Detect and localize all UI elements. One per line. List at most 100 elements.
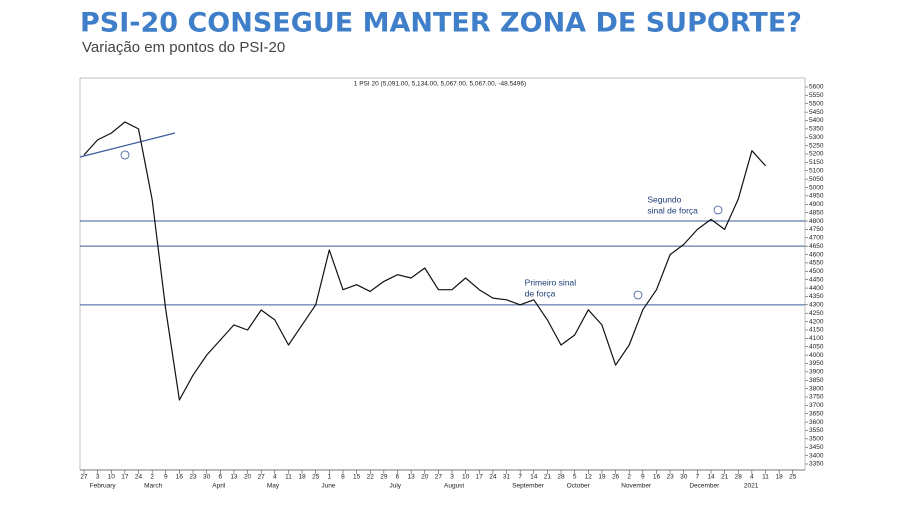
- x-tick-label: 27: [258, 474, 266, 481]
- x-tick-label: 18: [776, 474, 784, 481]
- month-label: November: [621, 483, 652, 490]
- y-tick-label: 3700: [809, 402, 824, 409]
- x-tick-label: 1: [328, 474, 332, 481]
- y-tick-label: 5200: [809, 151, 824, 158]
- smile-icon: [713, 205, 723, 215]
- x-tick-label: 21: [544, 474, 552, 481]
- x-tick-label: 19: [598, 474, 606, 481]
- x-tick-label: 20: [421, 474, 429, 481]
- x-tick-label: 5: [573, 474, 577, 481]
- x-tick-label: 20: [244, 474, 252, 481]
- x-tick-label: 3: [96, 474, 100, 481]
- y-tick-label: 5450: [809, 109, 824, 116]
- x-tick-label: 11: [285, 474, 292, 481]
- x-tick-label: 6: [218, 474, 222, 481]
- y-tick-label: 3500: [809, 436, 824, 443]
- month-label: March: [144, 483, 162, 490]
- x-tick-label: 14: [707, 474, 715, 481]
- x-tick-label: 14: [530, 474, 538, 481]
- y-tick-label: 4700: [809, 235, 824, 242]
- y-tick-label: 5500: [809, 100, 824, 107]
- x-tick-label: 17: [476, 474, 484, 481]
- y-tick-label: 4550: [809, 260, 824, 267]
- month-label: 2021: [744, 483, 759, 490]
- x-tick-label: 7: [518, 474, 522, 481]
- y-tick-label: 3450: [809, 444, 824, 451]
- x-tick-label: 6: [396, 474, 400, 481]
- annotation: Segundo: [647, 194, 681, 204]
- frown-icon: [120, 150, 130, 160]
- x-tick-label: 21: [721, 474, 729, 481]
- y-tick-label: 4400: [809, 285, 824, 292]
- y-tick-label: 5150: [809, 159, 824, 166]
- plot-frame: [79, 77, 806, 471]
- y-tick-label: 4100: [809, 335, 824, 342]
- x-tick-label: 23: [189, 474, 197, 481]
- y-tick-label: 4050: [809, 343, 824, 350]
- chart-header: 1 PSI 20 (5,091.00, 5,134.00, 5,067.00, …: [354, 81, 526, 88]
- x-tick-label: 13: [408, 474, 416, 481]
- x-tick-label: 23: [666, 474, 674, 481]
- y-tick-label: 4600: [809, 251, 824, 258]
- y-tick-label: 5250: [809, 142, 824, 149]
- x-tick-label: 17: [121, 474, 129, 481]
- x-tick-label: 24: [489, 474, 497, 481]
- y-tick-label: 4950: [809, 193, 824, 200]
- y-tick-label: 5600: [809, 84, 824, 91]
- x-tick-label: 7: [696, 474, 700, 481]
- month-label: September: [512, 483, 545, 490]
- month-label: February: [90, 483, 117, 490]
- month-label: August: [444, 483, 464, 490]
- trendline: [79, 132, 176, 158]
- y-tick-label: 4800: [809, 218, 824, 225]
- chart-subtitle: Variação em pontos do PSI-20: [82, 39, 285, 56]
- y-tick-label: 3550: [809, 427, 824, 434]
- y-tick-label: 5300: [809, 134, 824, 141]
- month-label: April: [212, 483, 226, 490]
- y-tick-label: 3650: [809, 410, 824, 417]
- x-tick-label: 13: [230, 474, 238, 481]
- y-tick-label: 3900: [809, 369, 824, 376]
- x-tick-label: 26: [612, 474, 620, 481]
- x-tick-label: 4: [750, 474, 754, 481]
- x-tick-label: 28: [735, 474, 743, 481]
- smile-icon: [633, 290, 643, 300]
- month-label: July: [389, 483, 401, 490]
- y-tick-label: 4650: [809, 243, 824, 250]
- y-tick-label: 4150: [809, 327, 824, 334]
- x-tick-label: 3: [450, 474, 454, 481]
- y-tick-label: 5400: [809, 117, 824, 124]
- price-line: [83, 121, 766, 401]
- x-tick-label: 18: [298, 474, 306, 481]
- x-tick-label: 27: [435, 474, 443, 481]
- month-label: June: [321, 483, 335, 490]
- x-tick-label: 22: [367, 474, 375, 481]
- x-tick-label: 15: [353, 474, 361, 481]
- month-label: May: [267, 483, 280, 490]
- x-tick-label: 25: [312, 474, 320, 481]
- x-tick-label: 30: [680, 474, 688, 481]
- x-tick-label: 10: [462, 474, 470, 481]
- x-tick-label: 16: [653, 474, 661, 481]
- x-tick-label: 9: [641, 474, 645, 481]
- x-tick-label: 4: [273, 474, 277, 481]
- y-tick-label: 4450: [809, 276, 824, 283]
- x-tick-label: 12: [585, 474, 593, 481]
- y-tick-label: 3600: [809, 419, 824, 426]
- x-tick-label: 25: [789, 474, 797, 481]
- y-tick-label: 3400: [809, 452, 824, 459]
- y-tick-label: 3750: [809, 394, 824, 401]
- x-tick-label: 11: [762, 474, 769, 481]
- x-tick-label: 24: [135, 474, 143, 481]
- y-tick-label: 5550: [809, 92, 824, 99]
- y-tick-label: 4200: [809, 318, 824, 325]
- annotation: de força: [525, 288, 556, 298]
- emoticons: [120, 150, 723, 300]
- x-tick-label: 8: [341, 474, 345, 481]
- y-tick-label: 4300: [809, 302, 824, 309]
- y-tick-label: 3800: [809, 385, 824, 392]
- y-tick-label: 5350: [809, 126, 824, 133]
- x-tick-label: 2: [150, 474, 154, 481]
- y-tick-label: 4750: [809, 226, 824, 233]
